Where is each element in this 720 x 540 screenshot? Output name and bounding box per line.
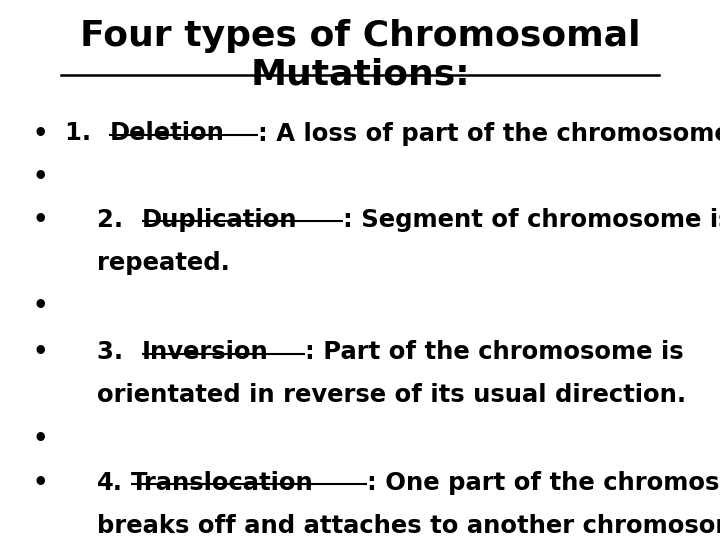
Text: •: • — [32, 294, 48, 318]
Text: Duplication: Duplication — [142, 208, 297, 232]
Text: Mutations:: Mutations: — [250, 58, 470, 92]
Text: •: • — [32, 427, 48, 450]
Text: 3.: 3. — [97, 340, 132, 364]
Text: repeated.: repeated. — [97, 251, 230, 275]
Text: Translocation: Translocation — [131, 471, 313, 495]
Text: Four types of Chromosomal: Four types of Chromosomal — [80, 19, 640, 53]
Text: •: • — [32, 471, 48, 495]
Text: orientated in reverse of its usual direction.: orientated in reverse of its usual direc… — [97, 383, 686, 407]
Text: breaks off and attaches to another chromosome: breaks off and attaches to another chrom… — [97, 514, 720, 538]
Text: : Part of the chromosome is: : Part of the chromosome is — [305, 340, 684, 364]
Text: •: • — [32, 208, 48, 232]
Text: : One part of the chromosome: : One part of the chromosome — [366, 471, 720, 495]
Text: 1.: 1. — [65, 122, 99, 145]
Text: : Segment of chromosome is: : Segment of chromosome is — [343, 208, 720, 232]
Text: : A loss of part of the chromosome.: : A loss of part of the chromosome. — [258, 122, 720, 145]
Text: Inversion: Inversion — [142, 340, 269, 364]
Text: 2.: 2. — [97, 208, 132, 232]
Text: Deletion: Deletion — [109, 122, 225, 145]
Text: 4.: 4. — [97, 471, 123, 495]
Text: •: • — [32, 165, 48, 188]
Text: •: • — [32, 340, 48, 364]
Text: •: • — [32, 122, 48, 145]
